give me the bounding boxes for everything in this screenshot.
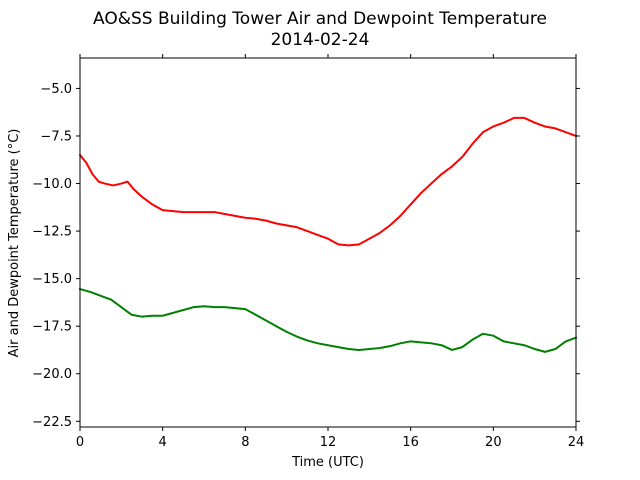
series-line-2	[78, 287, 578, 353]
x-tick-label: 20	[485, 435, 502, 450]
y-tick-label: −15.0	[32, 272, 72, 287]
y-tick-label: −20.0	[32, 367, 72, 382]
y-tick-label: −5.0	[40, 82, 72, 97]
y-tick-label: −10.0	[32, 177, 72, 192]
y-tick-label: −12.5	[32, 225, 72, 240]
y-tick-label: −17.5	[32, 320, 72, 335]
y-tick-label: −7.5	[40, 129, 72, 144]
y-axis-label: Air and Dewpoint Temperature (°C)	[7, 129, 22, 358]
x-tick-label: 4	[159, 435, 167, 450]
x-tick-label: 24	[568, 435, 585, 450]
x-tick-label: 16	[402, 435, 419, 450]
x-tick-label: 0	[76, 435, 84, 450]
chart-subtitle: 2014-02-24	[271, 30, 370, 50]
x-axis-label: Time (UTC)	[291, 455, 364, 470]
x-tick-label: 12	[320, 435, 337, 450]
x-tick-label: 8	[241, 435, 249, 450]
series-line-1	[78, 116, 578, 247]
plot-frame	[79, 57, 577, 428]
y-tick-label: −22.5	[32, 415, 72, 430]
plot-area: 0 4 8 12 16 20 24 −5.0 −7.5 −10.0 −12.5 −15.0 −17.5 −…	[32, 54, 584, 450]
chart-title: AO&SS Building Tower Air and Dewpoint Te…	[93, 9, 547, 29]
